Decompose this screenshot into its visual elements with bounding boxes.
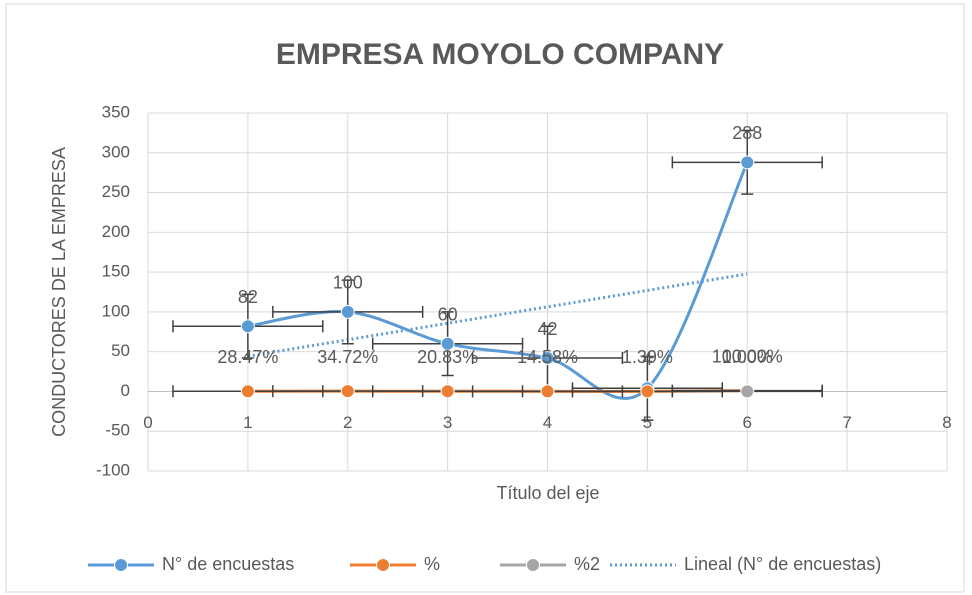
data-label: 60 bbox=[438, 304, 458, 324]
x-tick-label: 2 bbox=[343, 413, 352, 432]
y-tick-label: 100 bbox=[102, 301, 130, 320]
legend-marker bbox=[376, 558, 390, 572]
x-tick-label: 8 bbox=[942, 413, 951, 432]
data-point bbox=[340, 304, 355, 319]
y-tick-label: -50 bbox=[105, 421, 130, 440]
data-point bbox=[540, 351, 555, 366]
data-point bbox=[240, 319, 255, 334]
data-point bbox=[640, 384, 655, 399]
data-label: 1.00% bbox=[722, 347, 773, 367]
x-tick-label: 4 bbox=[543, 413, 552, 432]
chart-title: EMPRESA MOYOLO COMPANY bbox=[276, 38, 724, 71]
y-axis-label: CONDUCTORES DE LA EMPRESA bbox=[49, 147, 69, 437]
x-tick-label: 3 bbox=[443, 413, 452, 432]
data-label: 82 bbox=[238, 287, 258, 307]
legend-marker bbox=[526, 558, 540, 572]
legend-label: %2 bbox=[574, 554, 600, 574]
trendline bbox=[247, 272, 748, 358]
legend-label: Lineal (N° de encuestas) bbox=[684, 554, 881, 574]
data-point bbox=[440, 384, 455, 399]
data-label: 14.58% bbox=[517, 347, 578, 367]
data-point bbox=[340, 384, 355, 399]
y-tick-label: 0 bbox=[121, 381, 130, 400]
data-label: 288 bbox=[732, 123, 762, 143]
data-point bbox=[240, 384, 255, 399]
data-label: 100 bbox=[333, 273, 363, 293]
legend-label: % bbox=[424, 554, 440, 574]
y-tick-label: -100 bbox=[96, 460, 130, 479]
data-label: 20.83% bbox=[417, 347, 478, 367]
data-label: 4 bbox=[642, 349, 652, 369]
legend-marker bbox=[114, 558, 128, 572]
y-tick-label: 350 bbox=[102, 102, 130, 121]
data-point bbox=[740, 384, 755, 399]
data-label: 34.72% bbox=[317, 347, 378, 367]
legend-label: N° de encuestas bbox=[162, 554, 294, 574]
x-tick-label: 6 bbox=[743, 413, 752, 432]
y-tick-label: 50 bbox=[111, 341, 130, 360]
data-label: 100.00% bbox=[712, 346, 783, 366]
data-label: 42 bbox=[537, 319, 557, 339]
data-point bbox=[440, 336, 455, 351]
x-tick-label: 7 bbox=[842, 413, 851, 432]
data-label: 1.39% bbox=[622, 347, 673, 367]
data-point bbox=[540, 384, 555, 399]
y-tick-label: 150 bbox=[102, 262, 130, 281]
x-tick-label: 0 bbox=[143, 413, 152, 432]
data-label: 28.47% bbox=[217, 347, 278, 367]
chart-frame bbox=[5, 3, 965, 593]
x-tick-label: 1 bbox=[243, 413, 252, 432]
y-tick-label: 250 bbox=[102, 182, 130, 201]
y-tick-label: 300 bbox=[102, 142, 130, 161]
x-axis-label: Título del eje bbox=[496, 483, 599, 503]
x-tick-label: 5 bbox=[643, 413, 652, 432]
y-tick-label: 200 bbox=[102, 222, 130, 241]
data-point bbox=[740, 155, 755, 170]
